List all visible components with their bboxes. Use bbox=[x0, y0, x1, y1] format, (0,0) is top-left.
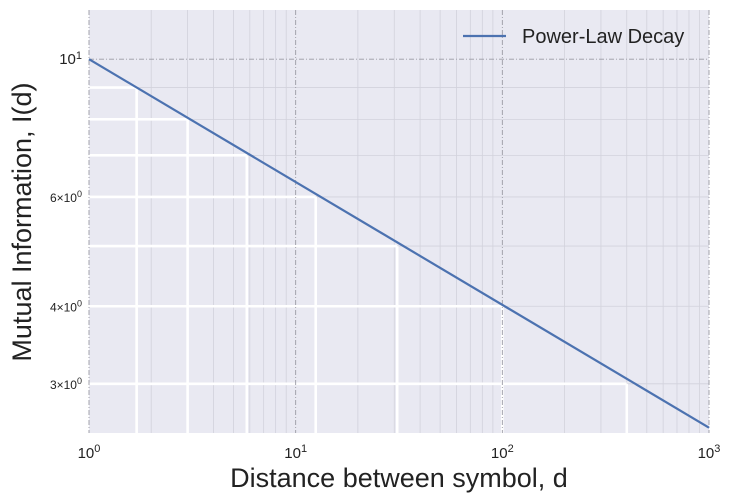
x-axis-label: Distance between symbol, d bbox=[230, 463, 568, 493]
x-tick-labels: 100 101 102 103 bbox=[78, 443, 721, 462]
white-step-lines bbox=[89, 86, 629, 433]
y-tick-label: 6×100 bbox=[50, 189, 82, 205]
series-line-power-law-decay bbox=[88, 58, 710, 429]
legend-label: Power-Law Decay bbox=[522, 26, 684, 48]
y-tick-label: 101 bbox=[59, 50, 82, 68]
x-tick-label: 102 bbox=[491, 443, 514, 462]
legend: Power-Law Decay bbox=[463, 26, 684, 48]
y-tick-label: 3×100 bbox=[50, 376, 82, 392]
y-tick-label: 4×100 bbox=[50, 298, 82, 314]
x-tick-label: 100 bbox=[78, 443, 101, 462]
series-layer bbox=[88, 58, 710, 429]
y-axis-label: Mutual Information, I(d) bbox=[7, 82, 37, 361]
x-tick-label: 101 bbox=[284, 443, 307, 462]
x-tick-label: 103 bbox=[698, 443, 721, 462]
plot-background bbox=[89, 10, 709, 433]
major-grid bbox=[88, 10, 710, 433]
y-tick-labels: 3×100 4×100 6×100 101 bbox=[50, 50, 82, 392]
